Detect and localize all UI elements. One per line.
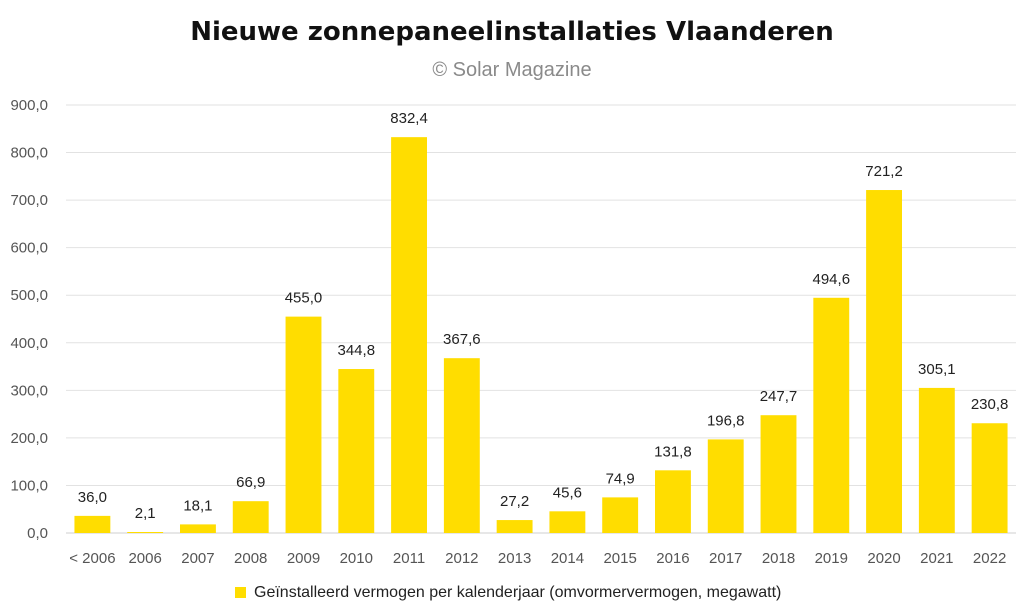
x-tick-label: 2018: [762, 550, 795, 567]
x-axis-ticks: < 2006 2006 2007 2008 2009 2010 2011 2012 2013 20…: [69, 550, 1006, 567]
x-tick-label: 2008: [234, 550, 267, 567]
bar: [971, 423, 1008, 533]
bars: [74, 137, 1008, 533]
data-label: 131,8: [654, 443, 692, 460]
x-tick-label: 2019: [815, 550, 848, 567]
data-label: 18,1: [183, 497, 212, 514]
x-tick-label: 2014: [551, 550, 584, 567]
y-tick-label: 0,0: [27, 525, 48, 542]
data-label: 832,4: [390, 110, 428, 127]
y-tick-label: 500,0: [10, 287, 48, 304]
bar: [655, 470, 691, 533]
data-label: 367,6: [443, 331, 481, 348]
data-label: 74,9: [606, 470, 635, 487]
bar: [285, 316, 322, 533]
bar: [760, 415, 797, 533]
y-tick-label: 400,0: [10, 335, 48, 352]
x-tick-label: 2016: [656, 550, 689, 567]
x-tick-label: 2006: [128, 550, 161, 567]
y-tick-label: 200,0: [10, 430, 48, 447]
data-label: 305,1: [918, 361, 956, 378]
x-tick-label: 2010: [340, 550, 373, 567]
y-tick-label: 100,0: [10, 477, 48, 494]
data-labels: 36,0 2,1 18,1 66,9 455,0 344,8 832,4 367,6 27,2 4…: [78, 110, 1009, 522]
y-tick-label: 700,0: [10, 192, 48, 209]
x-tick-label: 2011: [393, 550, 425, 567]
x-tick-label: 2020: [867, 550, 900, 567]
x-tick-label: 2017: [709, 550, 742, 567]
data-label: 455,0: [285, 290, 323, 307]
bar: [866, 190, 902, 533]
y-tick-label: 800,0: [10, 145, 48, 162]
data-label: 196,8: [707, 412, 745, 429]
bar: [602, 497, 639, 533]
bar: [127, 532, 164, 533]
bar: [443, 358, 480, 533]
bar: [918, 387, 955, 533]
data-label: 230,8: [971, 396, 1009, 413]
bar: [338, 369, 375, 533]
chart-title: Nieuwe zonnepaneelinstallaties Vlaandere…: [190, 17, 834, 47]
bar: [707, 439, 744, 533]
data-label: 45,6: [553, 484, 582, 501]
gridlines: [66, 104, 1016, 534]
bar: [180, 524, 216, 533]
y-axis-ticks: 0,0 100,0 200,0 300,0 400,0 500,0 600,0 700,0 80…: [10, 97, 48, 542]
legend-swatch: [235, 587, 246, 598]
y-tick-label: 300,0: [10, 382, 48, 399]
data-label: 721,2: [865, 163, 903, 180]
x-tick-label: 2021: [920, 550, 953, 567]
x-tick-label: 2012: [445, 550, 478, 567]
data-label: 27,2: [500, 493, 529, 510]
legend: Geïnstalleerd vermogen per kalenderjaar …: [235, 584, 781, 601]
data-label: 247,7: [760, 388, 798, 405]
data-label: 2,1: [135, 505, 156, 522]
bar: [549, 511, 586, 533]
data-label: 494,6: [813, 271, 851, 288]
x-tick-label: 2013: [498, 550, 531, 567]
bar: [813, 297, 850, 533]
y-tick-label: 900,0: [10, 97, 48, 114]
x-tick-label: 2009: [287, 550, 320, 567]
bar: [496, 520, 533, 533]
data-label: 36,0: [78, 489, 107, 506]
chart-subtitle: © Solar Magazine: [432, 59, 591, 81]
data-label: 66,9: [236, 474, 265, 491]
bar: [232, 501, 269, 533]
bar: [391, 137, 427, 533]
y-tick-label: 600,0: [10, 240, 48, 257]
legend-label: Geïnstalleerd vermogen per kalenderjaar …: [254, 584, 781, 601]
x-tick-label: < 2006: [69, 550, 115, 567]
x-tick-label: 2007: [181, 550, 214, 567]
bar: [74, 515, 111, 533]
x-tick-label: 2015: [603, 550, 636, 567]
x-tick-label: 2022: [973, 550, 1006, 567]
data-label: 344,8: [338, 342, 376, 359]
